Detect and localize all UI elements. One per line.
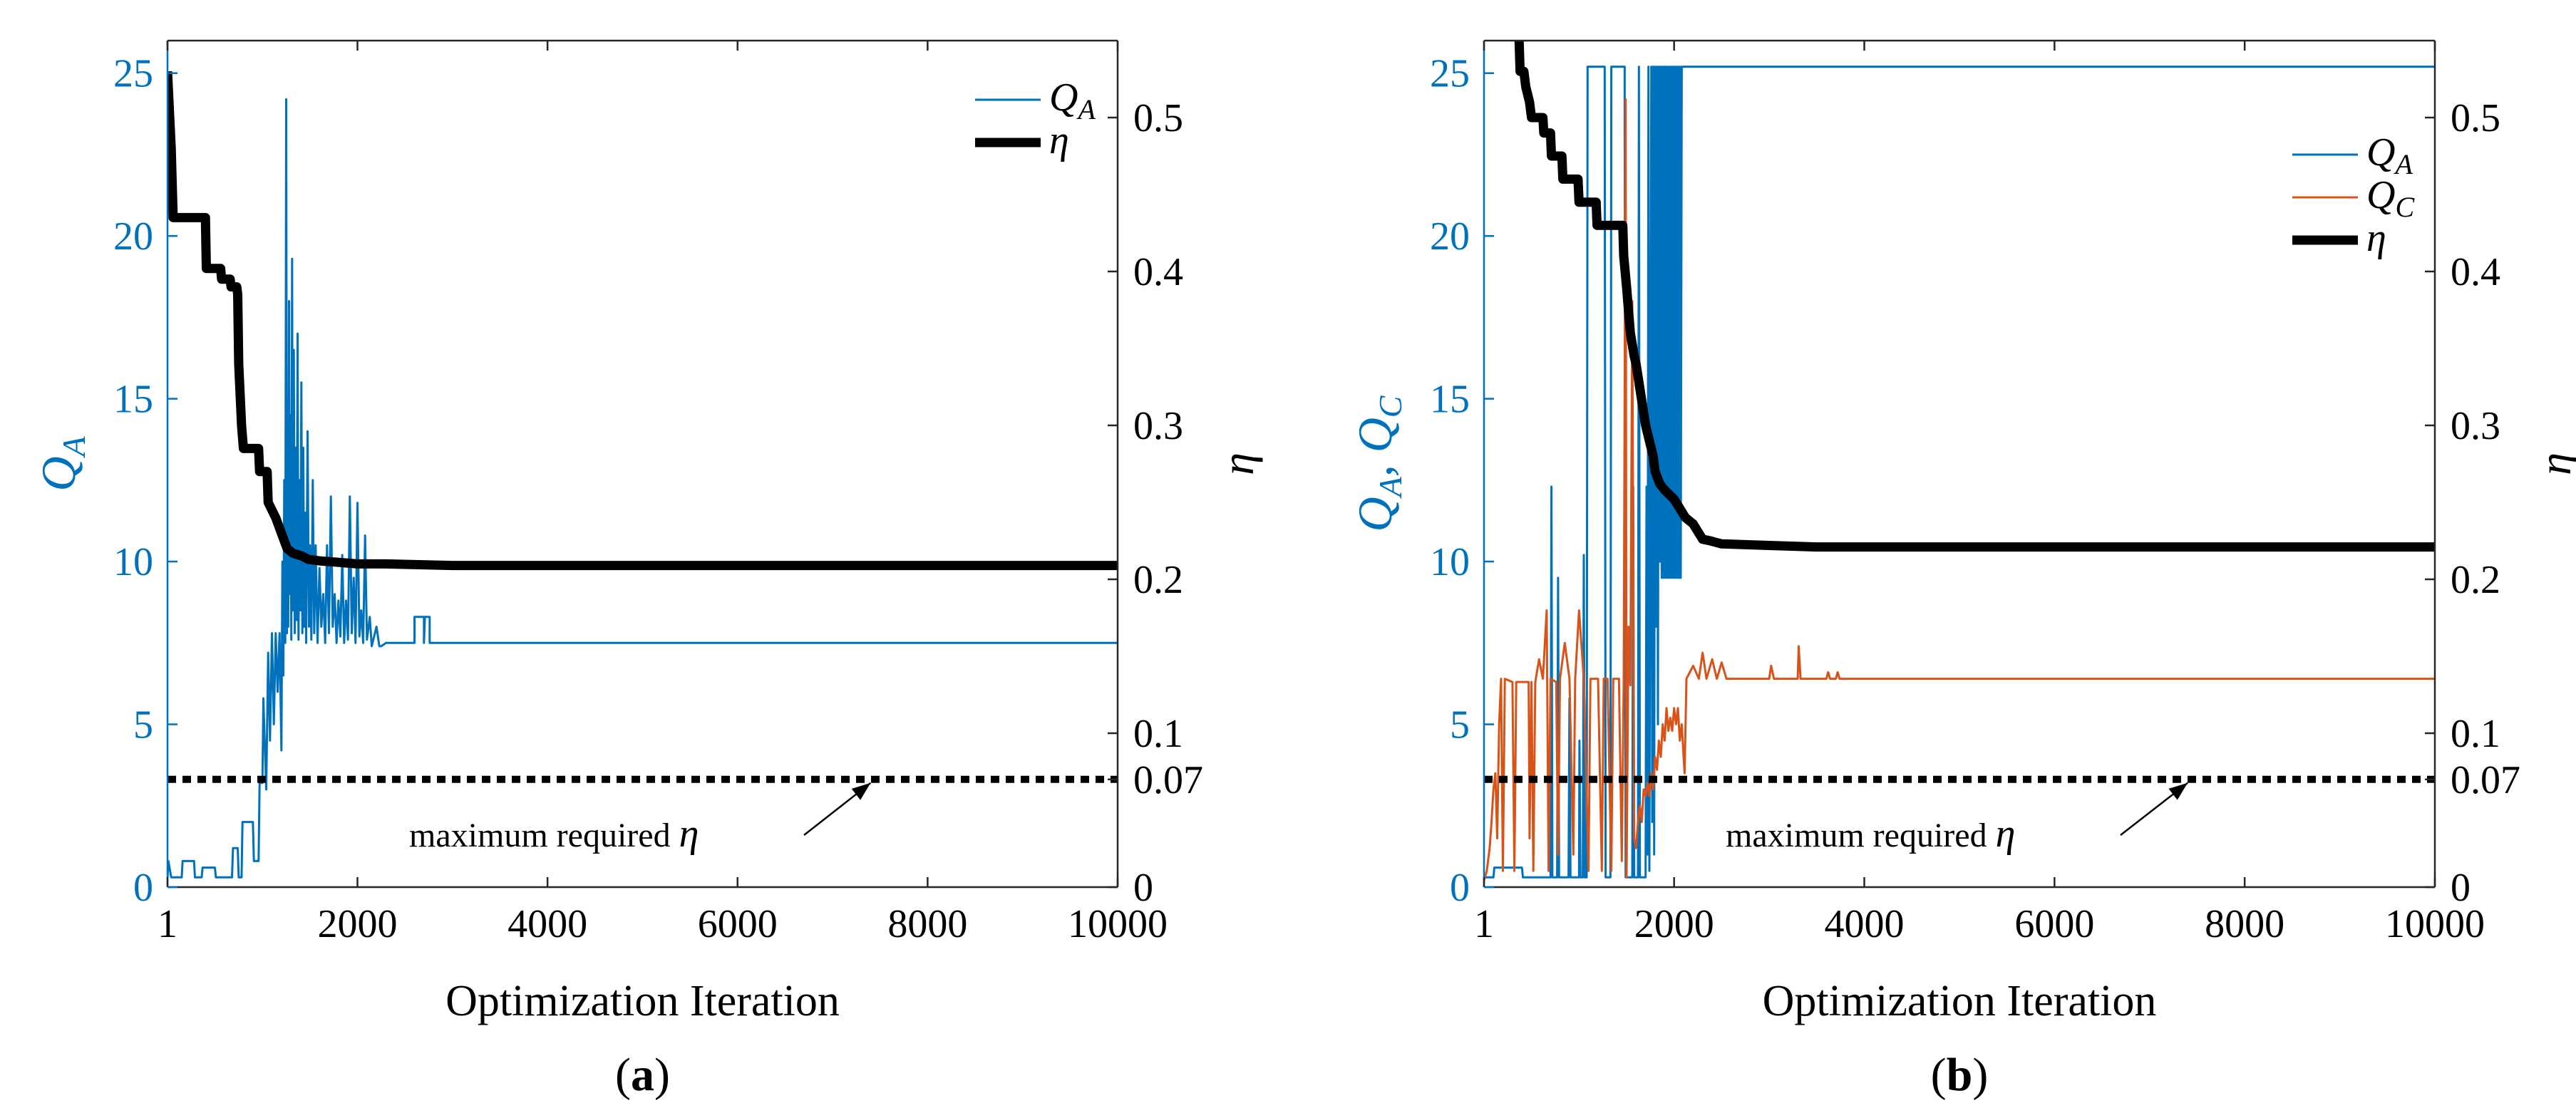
panel-label: (a) bbox=[615, 1049, 670, 1101]
y-axis-label-left: QA, QC bbox=[1348, 395, 1408, 532]
x-tick-label: 6000 bbox=[2014, 902, 2094, 946]
legend-sub: A bbox=[2393, 148, 2413, 180]
x-tick-label: 1 bbox=[1474, 902, 1494, 946]
threshold-label: maximum required η bbox=[1726, 812, 2015, 856]
y-axis-label-right: η bbox=[2530, 452, 2576, 475]
y-tick-label-left: 5 bbox=[1450, 703, 1470, 747]
x-tick-label: 10000 bbox=[2385, 902, 2485, 946]
y-tick-label-right: 0.2 bbox=[2451, 558, 2500, 602]
y-tick-label-right: 0.4 bbox=[2451, 250, 2500, 294]
y-label-q: Q bbox=[1348, 497, 1402, 532]
threshold-eta-symbol: η bbox=[1996, 812, 2016, 856]
series-line-QA bbox=[168, 98, 1118, 879]
y-axis-label-right: η bbox=[1212, 452, 1263, 475]
x-tick-label: 10000 bbox=[1068, 902, 1168, 946]
legend-label-eta: η bbox=[1049, 118, 1069, 162]
y-tick-label-right: 0.5 bbox=[1133, 96, 1183, 140]
series-line-eta bbox=[1514, 41, 2435, 552]
y-tick-label-left: 0 bbox=[133, 866, 153, 910]
y-tick-label-left: 10 bbox=[1430, 540, 1470, 584]
x-tick-label: 4000 bbox=[1825, 902, 1905, 946]
y-tick-label-left: 0 bbox=[1450, 866, 1470, 910]
y-tick-label-left: 20 bbox=[113, 214, 153, 259]
y-tick-label-right: 0.07 bbox=[2451, 758, 2520, 802]
x-axis-label: Optimization Iteration bbox=[445, 977, 840, 1025]
y-tick-label-right: 0 bbox=[1133, 866, 1153, 910]
y-tick-label-right: 0.4 bbox=[1133, 250, 1183, 294]
x-tick-label: 8000 bbox=[887, 902, 967, 946]
threshold-arrow-head bbox=[851, 782, 871, 800]
y-tick-label-right: 0.3 bbox=[2451, 404, 2500, 448]
y-label-sep: , bbox=[1348, 452, 1402, 477]
y-tick-label-right: 0.07 bbox=[1133, 758, 1203, 802]
legend-label-eta: η bbox=[2366, 216, 2386, 260]
y-tick-label-left: 15 bbox=[113, 378, 153, 422]
y-tick-label-right: 0.1 bbox=[2451, 712, 2500, 756]
y-tick-label-right: 0 bbox=[2451, 866, 2471, 910]
legend-text: η bbox=[2366, 216, 2386, 260]
legend-sub: A bbox=[1076, 93, 1096, 125]
x-tick-label: 6000 bbox=[698, 902, 778, 946]
panel-label: (b) bbox=[1931, 1049, 1989, 1101]
threshold-label: maximum required η bbox=[409, 812, 699, 856]
y-label-q2: Q bbox=[1348, 418, 1402, 452]
y-tick-label-left: 20 bbox=[1430, 214, 1470, 259]
x-tick-label: 2000 bbox=[317, 902, 397, 946]
threshold-arrow-head bbox=[2168, 782, 2188, 800]
legend-label-QA: QA bbox=[1049, 76, 1096, 125]
legend-label-QA: QA bbox=[2366, 130, 2413, 180]
legend-text: η bbox=[1049, 118, 1069, 162]
x-tick-label: 2000 bbox=[1634, 902, 1714, 946]
y-tick-label-right: 0.2 bbox=[1133, 558, 1183, 602]
y-tick-label-right: 0.3 bbox=[1133, 404, 1183, 448]
panel-letter: b bbox=[1947, 1049, 1973, 1101]
y-tick-label-left: 25 bbox=[1430, 52, 1470, 96]
y-axis-label-left: QA bbox=[31, 436, 92, 492]
y-label-sub: A bbox=[1372, 476, 1408, 499]
plot-area bbox=[1484, 41, 2435, 887]
y-tick-label-right: 0.5 bbox=[2451, 96, 2500, 140]
legend-label-QC: QC bbox=[2366, 173, 2415, 223]
y-tick-label-left: 15 bbox=[1430, 378, 1470, 422]
y-tick-label-left: 5 bbox=[133, 703, 153, 747]
threshold-eta-symbol: η bbox=[679, 812, 699, 856]
y-tick-label-left: 25 bbox=[113, 52, 153, 96]
legend-text: Q bbox=[1049, 76, 1078, 120]
chart-panel-b: maximum required η1 2000 4000 6000 8000 10000… bbox=[1348, 39, 2576, 1101]
panel-letter: a bbox=[631, 1049, 654, 1101]
x-tick-label: 4000 bbox=[508, 902, 587, 946]
y-label-sub2: C bbox=[1372, 395, 1408, 418]
legend-text: Q bbox=[2366, 130, 2395, 175]
x-tick-label: 8000 bbox=[2205, 902, 2284, 946]
y-tick-label-right: 0.1 bbox=[1133, 712, 1183, 756]
series-line-QC bbox=[1484, 98, 2435, 881]
y-label-q: Q bbox=[31, 457, 86, 492]
series-line-eta bbox=[168, 71, 1118, 571]
y-tick-label-left: 10 bbox=[113, 540, 153, 584]
panel-close: ) bbox=[654, 1049, 670, 1101]
chart-panel-a: maximum required η1 2000 4000 6000 8000 10000… bbox=[31, 39, 1263, 1101]
y-label-sub: A bbox=[56, 436, 92, 459]
x-axis-label: Optimization Iteration bbox=[1763, 977, 2157, 1025]
panel-close: ) bbox=[1972, 1049, 1988, 1101]
legend-text: Q bbox=[2366, 173, 2395, 217]
x-tick-label: 1 bbox=[158, 902, 177, 946]
legend-sub: C bbox=[2395, 191, 2415, 223]
plot-area bbox=[168, 41, 1118, 887]
